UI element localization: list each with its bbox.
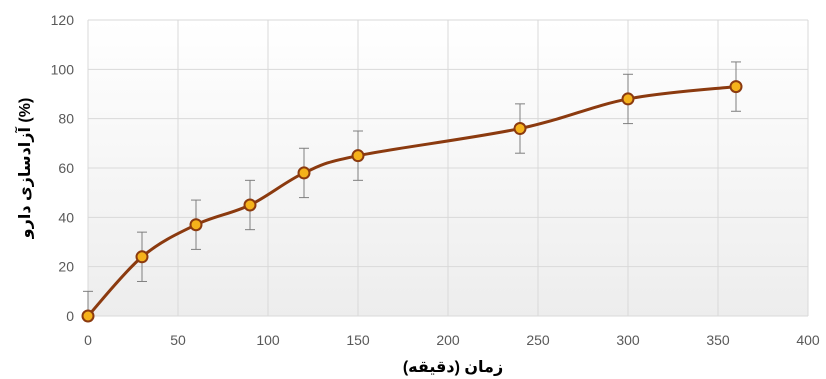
- x-tick-label: 150: [346, 332, 370, 348]
- y-tick-label: 40: [58, 209, 74, 225]
- y-tick-label: 0: [66, 308, 74, 324]
- x-tick-label: 400: [796, 332, 820, 348]
- series-line: [86, 85, 737, 318]
- data-point: [189, 218, 203, 232]
- y-tick-label: 20: [58, 259, 74, 275]
- data-point: [729, 80, 743, 94]
- x-axis-title: زمان (دقیقه): [403, 359, 503, 376]
- data-point: [621, 92, 635, 106]
- tick-labels: 0 20 40 60 80 100 120 0 50 100 150 200 250 300 350 400: [51, 12, 820, 348]
- x-tick-label: 100: [256, 332, 280, 348]
- data-point: [513, 122, 527, 136]
- x-tick-label: 350: [706, 332, 730, 348]
- data-point: [81, 309, 95, 323]
- data-point: [135, 250, 149, 264]
- x-tick-label: 250: [526, 332, 550, 348]
- data-point: [297, 166, 311, 180]
- data-markers: [81, 80, 743, 323]
- x-tick-label: 300: [616, 332, 640, 348]
- data-point: [243, 198, 257, 212]
- x-tick-label: 50: [170, 332, 186, 348]
- x-tick-label: 200: [436, 332, 460, 348]
- x-tick-label: 0: [84, 332, 92, 348]
- y-tick-label: 80: [58, 111, 74, 127]
- data-point: [351, 149, 365, 163]
- y-tick-label: 100: [51, 61, 75, 77]
- y-tick-label: 120: [51, 12, 75, 28]
- y-axis-title: آزادسازی دارو (%): [14, 98, 34, 240]
- y-tick-label: 60: [58, 160, 74, 176]
